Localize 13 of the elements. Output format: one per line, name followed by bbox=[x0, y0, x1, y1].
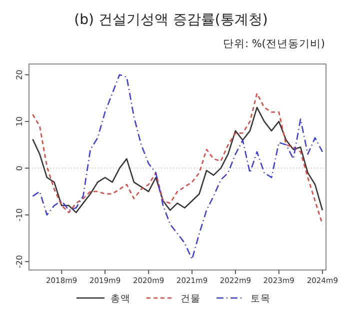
y-tick-label: 0 bbox=[15, 166, 24, 171]
line-series bbox=[32, 74, 324, 260]
line-series bbox=[32, 92, 324, 225]
y-tick-label: -20 bbox=[15, 255, 24, 268]
legend-label: 총액 bbox=[110, 294, 130, 304]
line-series bbox=[32, 106, 324, 214]
legend-label: 토목 bbox=[250, 294, 270, 304]
y-tick-label: 10 bbox=[15, 116, 24, 127]
y-tick-label: -10 bbox=[15, 208, 24, 222]
chart-title: (b) 건설기성액 증감률(통계청) bbox=[74, 12, 268, 28]
legend-label: 건물 bbox=[180, 294, 200, 304]
chart-subtitle: 단위: %(전년동기비) bbox=[222, 38, 325, 50]
y-tick-label: 20 bbox=[15, 70, 24, 80]
